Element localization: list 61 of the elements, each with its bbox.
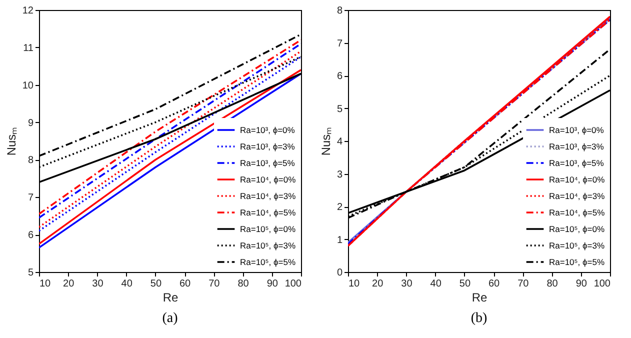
- y-tick-label: 5: [28, 268, 34, 278]
- y-tick-label: 1: [336, 234, 343, 246]
- legend-label: Ra=10⁴, ϕ=3%: [240, 191, 296, 201]
- x-tick-label: 70: [518, 278, 530, 290]
- x-tick-label: 10: [40, 278, 52, 290]
- legend-label: Ra=10⁴, ϕ=5%: [549, 208, 606, 218]
- x-tick-label: 100: [284, 278, 302, 290]
- y-tick-label: 7: [336, 38, 343, 50]
- legend-label: Ra=10⁴, ϕ=0%: [549, 174, 606, 184]
- legend-label: Ra=10⁵, ϕ=5%: [240, 257, 296, 267]
- x-tick-label: 60: [179, 278, 192, 290]
- x-tick-label: 90: [576, 278, 588, 290]
- x-tick-label: 30: [92, 278, 104, 290]
- x-tick-label: 80: [546, 278, 558, 290]
- x-tick-label: 10: [348, 278, 360, 290]
- x-tick-label: 20: [372, 278, 384, 290]
- legend-label: Ra=10⁵, ϕ=5%: [549, 257, 605, 267]
- text: (a): [162, 311, 178, 326]
- x-tick-label: 30: [401, 278, 413, 290]
- y-tick-label: 7: [28, 192, 34, 204]
- legend-label: Ra=10⁴, ϕ=0%: [240, 174, 296, 184]
- legend-label: Ra=10⁵, ϕ=0%: [240, 224, 296, 234]
- legend-label: Ra=10⁴, ϕ=3%: [549, 191, 606, 201]
- x-tick-label: 50: [150, 278, 162, 290]
- y-tick-label: 0: [336, 268, 343, 278]
- x-tick-label: 40: [121, 278, 133, 290]
- y-tick-label: 4: [336, 136, 343, 148]
- x-tick-label: 20: [63, 278, 75, 290]
- y-tick-label: 8: [336, 6, 343, 16]
- y-tick-label: 12: [22, 6, 34, 16]
- y-tick-label: 8: [28, 155, 34, 166]
- legend-label: Ra=10⁵, ϕ=3%: [240, 240, 296, 250]
- x-tick-label: 90: [266, 278, 278, 290]
- y-axis-title: Nusₘ: [318, 127, 333, 156]
- y-axis-title: Nusₘ: [4, 127, 18, 156]
- y-tick-label: 9: [28, 118, 34, 129]
- y-tick-label: 5: [336, 104, 343, 115]
- x-tick-label: 100: [594, 278, 611, 290]
- x-tick-label: 40: [430, 278, 442, 290]
- legend-label: Ra=10³, ϕ=5%: [240, 158, 296, 168]
- legend-label: Ra=10³, ϕ=3%: [549, 142, 604, 152]
- y-tick-label: 6: [336, 71, 343, 82]
- legend-label: Ra=10³, ϕ=5%: [549, 158, 604, 168]
- legend-label: Ra=10³, ϕ=0%: [549, 125, 604, 135]
- legend-label: Ra=10⁴, ϕ=5%: [240, 208, 296, 218]
- x-tick-label: 50: [459, 278, 471, 290]
- text: (b): [470, 311, 488, 326]
- y-tick-label: 10: [22, 80, 34, 92]
- legend-label: Ra=10³, ϕ=3%: [240, 142, 296, 152]
- legend-label: Ra=10³, ϕ=0%: [240, 125, 296, 135]
- y-tick-label: 3: [336, 169, 343, 180]
- x-tick-label: 70: [208, 278, 220, 290]
- legend-label: Ra=10⁵, ϕ=3%: [549, 240, 605, 250]
- x-axis-title: Re: [162, 290, 178, 304]
- y-tick-label: 6: [28, 230, 34, 242]
- x-tick-label: 60: [488, 278, 500, 290]
- legend-label: Ra=10⁵, ϕ=0%: [549, 224, 605, 234]
- x-tick-label: 80: [238, 278, 250, 290]
- x-axis-title: Re: [472, 290, 488, 304]
- y-tick-label: 2: [336, 202, 343, 213]
- y-tick-label: 11: [23, 42, 34, 54]
